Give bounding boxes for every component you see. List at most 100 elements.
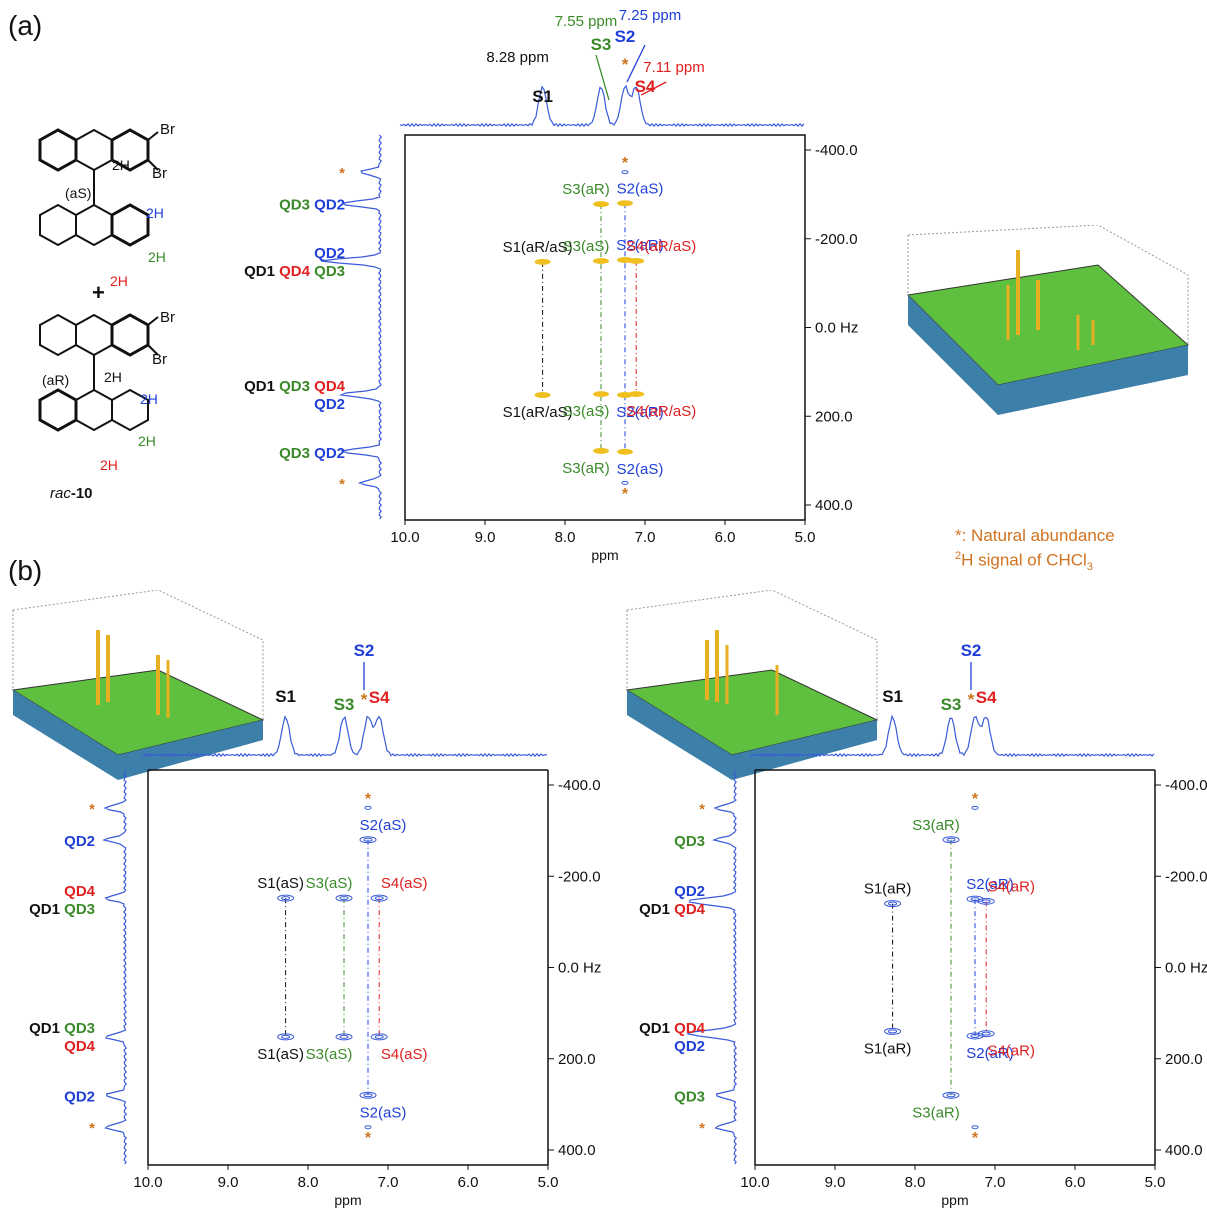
side-peak-label: QD1 QD3 QD4 <box>244 378 346 395</box>
side-peak-label: QD2 <box>674 883 705 900</box>
cross-peak-label: S2(aS) <box>617 180 664 197</box>
footnote-text: H signal of CHCl <box>961 550 1087 570</box>
cross-peak <box>277 894 295 902</box>
side-peak-label: QD3 <box>674 1088 705 1105</box>
side-peak-label: QD2 <box>314 245 345 262</box>
solvent-peak <box>971 1125 979 1130</box>
x-axis-label: ppm <box>334 1192 361 1208</box>
cross-peak-inner <box>281 896 291 901</box>
solvent-star: * <box>622 486 629 503</box>
cross-peak-inner <box>981 899 991 904</box>
side-peak-label-part: QD3 <box>674 1088 705 1105</box>
br-label-4: Br <box>152 351 167 368</box>
panel-b-label: (b) <box>8 555 43 586</box>
cross-peak-inner <box>374 896 384 901</box>
cross-peak-label: S1(aS) <box>257 875 304 892</box>
top-peak-label: S1 <box>882 687 903 706</box>
y-tick-label: 200.0 <box>815 408 853 425</box>
cross-peak-label: S2(aS) <box>360 817 407 834</box>
x-tick-label: 8.0 <box>298 1174 319 1191</box>
side-peak-label: QD3 <box>674 833 705 850</box>
y-tick-label: -200.0 <box>815 231 858 248</box>
side-peak-label-part: QD1 <box>29 901 64 918</box>
h2-label-8: 2H <box>100 457 118 473</box>
side-peak-label-part: * <box>699 801 705 818</box>
cross-peak <box>593 391 609 398</box>
side-peak-label-part: QD2 <box>674 1038 705 1055</box>
top-peak-label: S2 <box>354 641 375 660</box>
cross-peak <box>593 447 609 454</box>
top-peak-label: 8.28 ppm <box>486 49 549 66</box>
cross-peak-inner <box>339 896 349 901</box>
surface-plot-b-left <box>11 590 265 780</box>
x-tick-label: 8.0 <box>555 529 576 546</box>
footnote-sub: 3 <box>1086 561 1093 574</box>
side-peak-label: QD1 QD4 <box>639 901 706 918</box>
side-peak-label: QD1 QD3 <box>29 901 95 918</box>
cross-peak-label: S1(aR/aS) <box>503 404 573 421</box>
cross-peak-inner <box>946 837 956 842</box>
side-peak-label: QD2 <box>64 833 95 850</box>
cross-peak <box>884 1027 902 1035</box>
side-peak-label: QD2 <box>64 1088 95 1105</box>
x-tick-label: 6.0 <box>1065 1174 1086 1191</box>
br-label-1: Br <box>160 121 175 138</box>
side-peak-label-part: QD2 <box>674 883 705 900</box>
cross-peak-inner <box>970 1033 980 1038</box>
cross-peak-label: S1(aR) <box>864 1040 912 1057</box>
surface-plot-a <box>906 225 1190 415</box>
side-peak-label: * <box>699 801 705 818</box>
br-label-3: Br <box>160 309 175 326</box>
y-tick-label: -400.0 <box>558 777 601 794</box>
y-tick-label: 400.0 <box>815 497 853 514</box>
y-tick-label: -400.0 <box>815 142 858 159</box>
cross-peak-inner <box>970 897 980 902</box>
y-tick-label: 400.0 <box>1165 1142 1203 1159</box>
ar-label: (aR) <box>42 372 69 388</box>
cross-peak <box>359 836 377 844</box>
cross-peak <box>942 1091 960 1099</box>
solvent-peak <box>621 480 629 485</box>
y-tick-label: 0.0 Hz <box>558 960 601 977</box>
arrow-s3 <box>595 54 610 101</box>
cross-peak-label: S4(aR) <box>987 878 1035 895</box>
cross-peak-inner <box>888 901 898 906</box>
y-tick-label: 0.0 Hz <box>815 320 858 337</box>
x-tick-label: 10.0 <box>133 1174 162 1191</box>
cross-peak-label: S4(aS) <box>381 1046 428 1063</box>
y-tick-label: 400.0 <box>558 1142 596 1159</box>
side-peak-label-part: QD4 <box>314 378 346 395</box>
cross-peak-inner <box>374 1034 384 1039</box>
cross-peak <box>359 1091 377 1099</box>
x-axis-label: ppm <box>941 1192 968 1208</box>
top-projection-spectrum <box>399 84 805 128</box>
x-tick-label: 5.0 <box>538 1174 559 1191</box>
arrow-s2 <box>626 44 646 83</box>
y-tick-label: 200.0 <box>1165 1051 1203 1068</box>
side-projection-spectrum <box>101 769 128 1165</box>
side-peak-label: * <box>339 476 345 493</box>
nmr-chart-a: 10.0 9.0 8.0 7.0 6.0 5.0 ppm -400.0 -200.0 0.0 Hz… <box>244 7 858 563</box>
solvent-star: * <box>365 1130 372 1147</box>
top-projection-spectrum <box>142 715 548 758</box>
compound-label: rac-10 <box>50 485 93 502</box>
nmr-chart-b-right: 10.0 9.0 8.0 7.0 6.0 5.0 ppm -400.0 -200.0 0.0 Hz… <box>639 641 1207 1208</box>
footnote-line2: 2H signal of CHCl3 <box>955 550 1093 573</box>
side-peak-label: QD3 QD2 <box>279 196 345 213</box>
side-peak-label: * <box>89 801 95 818</box>
cross-peak-inner <box>363 1093 373 1098</box>
top-peak-label: 7.55 ppm <box>555 13 618 30</box>
side-peak-label: * <box>339 165 345 182</box>
solvent-star: * <box>365 791 372 808</box>
y-tick-label: -400.0 <box>1165 777 1207 794</box>
side-peak-label: * <box>89 1120 95 1137</box>
side-peak-label: QD2 <box>674 1038 705 1055</box>
br-label-2: Br <box>152 165 167 182</box>
nmr-chart-b-left: 10.0 9.0 8.0 7.0 6.0 5.0 ppm -400.0 -200.0 0.0 Hz… <box>29 641 601 1208</box>
cross-peak-label: S2(aR) <box>966 876 1014 893</box>
h2-label-2: 2H <box>146 205 164 221</box>
molecule-structure: Br Br (aS) 2H 2H 2H 2H + Br Br (aR) 2H 2… <box>38 121 175 502</box>
top-peak-label: S3 <box>941 695 962 714</box>
panel-a-label: (a) <box>8 10 43 41</box>
x-tick-label: 10.0 <box>390 529 419 546</box>
